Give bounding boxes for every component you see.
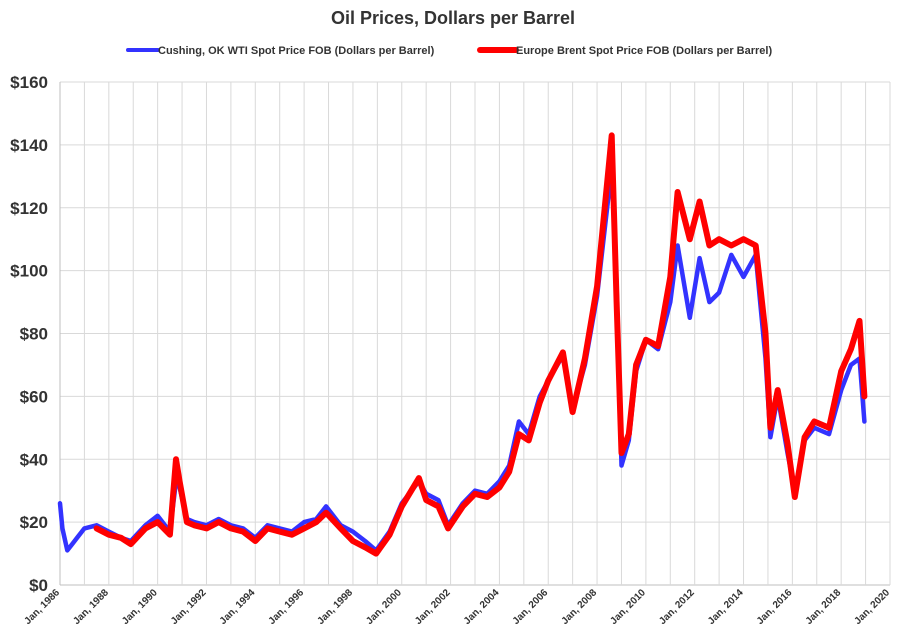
x-tick-label: Jan, 1990 xyxy=(120,587,160,627)
x-tick-label: Jan, 2000 xyxy=(364,587,404,627)
y-tick-label: $20 xyxy=(20,513,48,532)
legend: Cushing, OK WTI Spot Price FOB (Dollars … xyxy=(126,45,772,57)
x-tick-label: Jan, 1998 xyxy=(315,587,355,627)
y-tick-label: $40 xyxy=(20,450,48,469)
x-tick-label: Jan, 2008 xyxy=(560,587,600,627)
x-tick-label: Jan, 2012 xyxy=(657,587,697,627)
y-tick-label: $140 xyxy=(10,136,48,155)
x-tick-label: Jan, 1992 xyxy=(169,587,209,627)
x-tick-label: Jan, 1988 xyxy=(71,587,111,627)
x-tick-label: Jan, 2014 xyxy=(706,587,746,627)
y-tick-label: $160 xyxy=(10,73,48,92)
x-tick-label: Jan, 2016 xyxy=(755,587,795,627)
y-tick-label: $120 xyxy=(10,199,48,218)
y-axis: $0 $20 $40 $60 $80 $100 $120 $140 $160 xyxy=(10,73,48,595)
x-tick-label: Jan, 2006 xyxy=(511,587,551,627)
x-tick-label: Jan, 2018 xyxy=(804,587,844,627)
x-tick-label: Jan, 2002 xyxy=(413,587,453,627)
y-tick-label: $60 xyxy=(20,387,48,406)
chart-title: Oil Prices, Dollars per Barrel xyxy=(331,8,575,28)
grid xyxy=(59,81,891,586)
x-tick-label: Jan, 2010 xyxy=(608,587,648,627)
x-tick-label: Jan, 1994 xyxy=(218,587,258,627)
x-tick-label: Jan, 2004 xyxy=(462,587,502,627)
legend-label-wti: Cushing, OK WTI Spot Price FOB (Dollars … xyxy=(158,45,435,57)
x-axis: Jan, 1986 Jan, 1988 Jan, 1990 Jan, 1992 Jan,… xyxy=(22,587,892,627)
x-tick-label: Jan, 1996 xyxy=(267,587,307,627)
series-line-brent xyxy=(93,132,868,557)
series-layer xyxy=(57,132,868,557)
y-tick-label: $100 xyxy=(10,262,48,281)
y-tick-label: $0 xyxy=(29,576,48,595)
x-tick-label: Jan, 2020 xyxy=(852,587,892,627)
y-tick-label: $80 xyxy=(20,325,48,344)
legend-label-brent: Europe Brent Spot Price FOB (Dollars per… xyxy=(516,45,772,57)
